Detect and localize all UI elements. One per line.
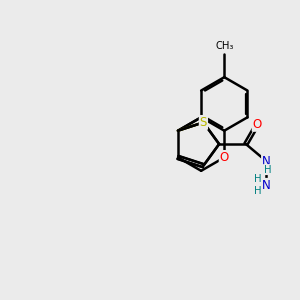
Text: N: N [262,179,271,192]
Text: N: N [262,155,271,168]
Text: O: O [253,118,262,131]
Text: H: H [263,165,271,175]
Text: H: H [254,174,262,184]
Text: O: O [220,151,229,164]
Text: S: S [200,116,207,129]
Text: CH₃: CH₃ [215,41,233,52]
Text: H: H [254,186,262,196]
